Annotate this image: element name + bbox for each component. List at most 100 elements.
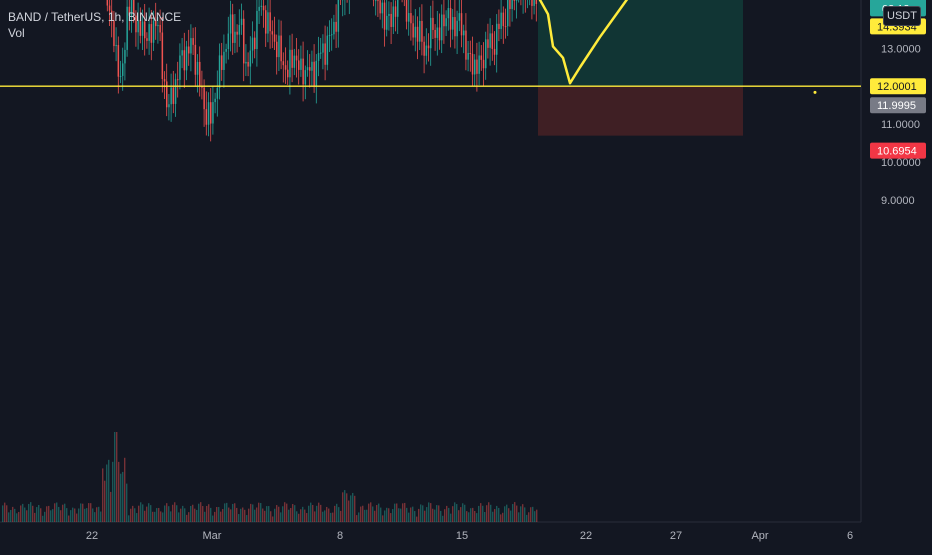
volume-bar (264, 511, 265, 522)
volume-bar (194, 509, 195, 522)
volume-bar (470, 508, 471, 522)
candle-body (441, 15, 443, 41)
volume-bar (354, 496, 355, 522)
volume-bar (74, 509, 75, 522)
volume-bar (386, 508, 387, 522)
volume-bar (322, 512, 323, 522)
volume-bar (78, 508, 79, 522)
volume-bar (118, 462, 119, 522)
volume-bar (364, 510, 365, 522)
volume-bar (202, 506, 203, 522)
volume-bar (316, 506, 317, 522)
volume-bar (52, 509, 53, 522)
candle-body (232, 14, 234, 42)
candle-body (382, 3, 384, 14)
time-tick-label: Mar (203, 530, 222, 542)
volume-bar (368, 504, 369, 522)
volume-bar (490, 505, 491, 522)
candle-body (489, 33, 491, 47)
candle-body (291, 50, 293, 68)
volume-bar (56, 502, 57, 522)
volume-bar (334, 506, 335, 522)
volume-bar (144, 511, 145, 522)
volume-bar (238, 514, 239, 522)
volume-bar (324, 510, 325, 522)
candle-body (377, 0, 379, 1)
candle-body (338, 0, 340, 32)
volume-bar (464, 505, 465, 522)
volume-bar (374, 511, 375, 522)
volume-bar (424, 511, 425, 522)
volume-bar (106, 464, 107, 522)
volume-bar (352, 493, 353, 522)
volume-bar (478, 506, 479, 522)
volume-bar (174, 502, 175, 522)
volume-bar (278, 507, 279, 522)
volume-bar (260, 503, 261, 522)
volume-bar (452, 506, 453, 522)
candle-body (406, 0, 408, 22)
volume-bar (430, 503, 431, 522)
volume-bar (236, 508, 237, 522)
volume-bar (272, 516, 273, 522)
candle-body (459, 13, 461, 21)
volume-bar (120, 474, 121, 522)
volume-bar (340, 511, 341, 522)
volume-bar (242, 507, 243, 522)
volume-bar (100, 512, 101, 522)
candle-body (175, 79, 177, 104)
time-tick-label: 6 (847, 530, 853, 542)
candle-body (397, 0, 399, 17)
candle-body (421, 21, 423, 42)
volume-bar (390, 513, 391, 522)
volume-bar (50, 510, 51, 522)
volume-bar (172, 505, 173, 522)
currency-badge[interactable]: USDT (883, 6, 921, 26)
volume-bar (164, 506, 165, 522)
volume-bar (486, 505, 487, 522)
volume-bar (292, 504, 293, 522)
volume-bar (142, 504, 143, 522)
candle-body (463, 31, 465, 36)
volume-bar (314, 511, 315, 522)
volume-bar (528, 512, 529, 522)
volume-bar (502, 513, 503, 522)
volume-bar (92, 508, 93, 522)
volume-bar (70, 510, 71, 522)
volume-bar (124, 458, 125, 522)
volume-bar (32, 506, 33, 522)
candle-body (500, 13, 502, 29)
volume-bar (140, 502, 141, 522)
volume-bar (358, 512, 359, 522)
volume-bar (30, 502, 31, 522)
symbol-title[interactable]: BAND / TetherUS, 1h, BINANCE (8, 9, 181, 25)
candle-body (505, 26, 507, 27)
volume-bar (488, 502, 489, 522)
volume-bar (412, 507, 413, 522)
volume-bar (350, 495, 351, 522)
candle-body (305, 70, 307, 84)
volume-bar (4, 503, 5, 522)
candle-body (318, 53, 320, 61)
candle-body (245, 62, 247, 63)
volume-bar (256, 507, 257, 522)
volume-bar (362, 506, 363, 522)
candle-body (514, 0, 516, 1)
volume-bar (410, 508, 411, 522)
candle-body (485, 39, 487, 68)
volume-bar (246, 515, 247, 522)
volume-bar (210, 508, 211, 522)
volume-bar (176, 505, 177, 522)
volume-bar (426, 507, 427, 522)
candle-body (236, 32, 238, 35)
volume-bar (38, 505, 39, 522)
candle-body (287, 70, 289, 78)
volume-bar (518, 512, 519, 522)
candle-body (445, 18, 447, 26)
volume-bar (402, 503, 403, 522)
volume-bar (36, 507, 37, 522)
volume-bar (498, 508, 499, 522)
volume-indicator-label[interactable]: Vol (8, 25, 181, 41)
